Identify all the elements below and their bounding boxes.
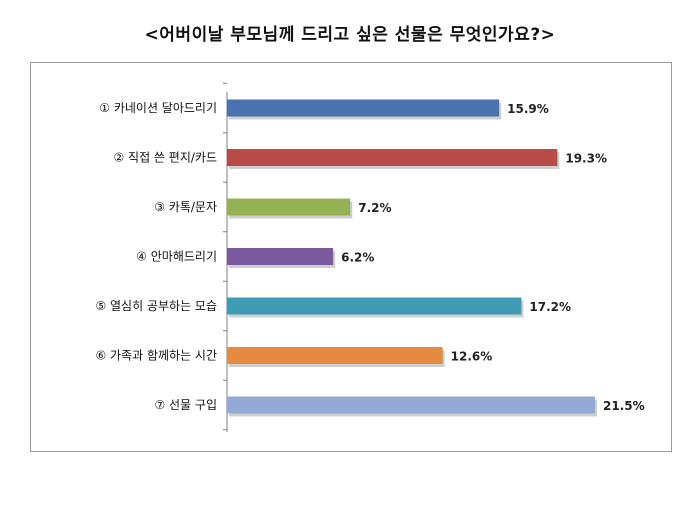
bar — [227, 149, 558, 166]
bar — [227, 396, 595, 414]
category-label: ⑦ 선물 구입 — [154, 398, 217, 412]
bar — [227, 99, 500, 117]
category-label: ⑥ 가족과 함께하는 시간 — [95, 349, 217, 363]
chart-title: <어버이날 부모님께 드리고 싶은 선물은 무엇인가요?> — [144, 25, 556, 45]
category-label: ⑤ 열심히 공부하는 모습 — [95, 299, 217, 313]
bar — [227, 347, 443, 364]
bar — [227, 198, 351, 216]
value-label: 19.3% — [565, 152, 607, 166]
category-label: ② 직접 쓴 편지/카드 — [113, 151, 217, 165]
value-label: 6.2% — [341, 251, 374, 265]
value-label: 12.6% — [451, 350, 493, 364]
chart-frame — [30, 62, 672, 452]
category-label: ① 카네이션 달아드리기 — [99, 101, 217, 115]
category-label: ③ 카톡/문자 — [154, 200, 217, 214]
bar — [227, 248, 334, 265]
value-label: 15.9% — [507, 102, 549, 116]
value-label: 21.5% — [603, 399, 645, 413]
bar — [227, 297, 522, 315]
value-label: 7.2% — [358, 201, 391, 215]
value-label: 17.2% — [529, 300, 571, 314]
category-label: ④ 안마해드리기 — [136, 250, 217, 264]
